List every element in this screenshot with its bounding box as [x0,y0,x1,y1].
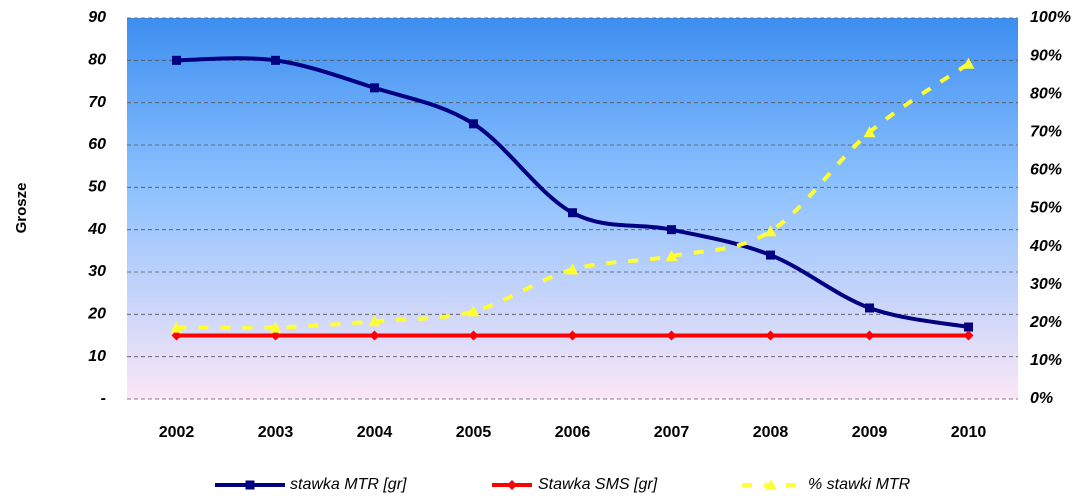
marker [270,330,281,341]
legend-marker [507,480,517,490]
legend-label: stawka MTR [gr] [290,476,407,493]
marker [172,55,181,65]
marker [665,250,678,262]
y2-tick-label: 100% [1030,9,1071,26]
y-tick-label: 30 [88,263,106,280]
marker [964,322,973,332]
x-tick-label: 2007 [654,424,690,441]
y2-tick-label: 40% [1029,238,1062,255]
y2-tick-label: 20% [1029,314,1062,331]
marker [567,330,578,341]
marker [269,321,282,333]
y2-tick-label: 80% [1030,85,1062,102]
marker [963,330,974,341]
y-tick-label: 20 [87,306,106,323]
x-tick-label: 2010 [951,424,987,441]
legend-marker [765,479,777,490]
y2-tick-label: 60% [1030,162,1062,179]
y2-tick-label: 90% [1030,47,1062,64]
marker [271,55,280,65]
y-tick-label: - [101,390,106,407]
y2-tick-label: 10% [1030,352,1062,369]
y-tick-label: 70 [88,94,106,111]
marker [370,83,379,93]
marker [568,208,577,218]
y-axis-title: Grosze [13,183,30,234]
legend-marker [245,480,255,490]
y-tick-label: 90 [88,9,106,26]
y2-tick-label: 50% [1030,200,1062,217]
x-tick-label: 2005 [456,424,492,441]
marker [865,303,874,313]
x-tick-label: 2002 [159,424,195,441]
marker [468,330,479,341]
marker [566,263,579,275]
y-tick-label: 40 [87,221,106,238]
y2-tick-label: 70% [1030,124,1062,141]
marker [766,250,775,260]
marker [467,305,480,317]
marker [469,119,478,129]
marker [667,225,676,235]
marker [764,225,777,237]
marker [666,330,677,341]
marker [171,330,182,341]
x-tick-label: 2004 [357,424,393,441]
marker [863,126,876,138]
y-tick-label: 60 [88,136,106,153]
x-tick-label: 2009 [852,424,888,441]
y2-tick-label: 0% [1030,390,1053,407]
legend-label: Stawka SMS [gr] [538,476,658,493]
marker [368,315,381,327]
marker [369,330,380,341]
x-tick-label: 2006 [555,424,591,441]
marker [864,330,875,341]
marker [765,330,776,341]
legend-label: % stawki MTR [808,476,911,493]
marker [170,321,183,333]
y-tick-label: 10 [88,348,106,365]
x-tick-label: 2003 [258,424,294,441]
series-line [176,62,970,331]
x-tick-label: 2008 [753,424,789,441]
marker [962,57,975,69]
y-tick-label: 50 [88,179,106,196]
y2-tick-label: 30% [1030,276,1062,293]
y-tick-label: 80 [88,52,106,69]
